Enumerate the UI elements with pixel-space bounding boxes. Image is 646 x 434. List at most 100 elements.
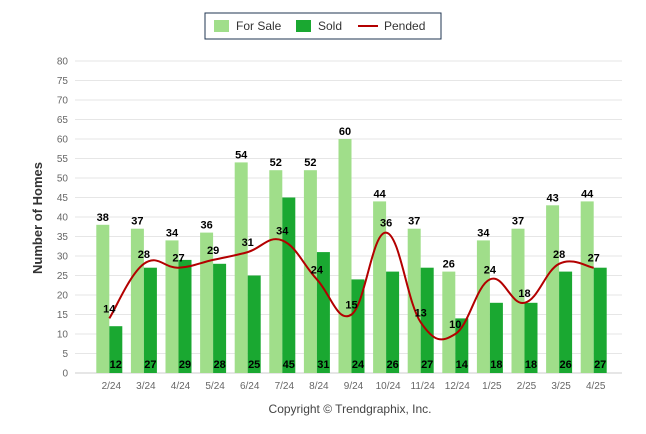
x-tick-label: 4/25 xyxy=(586,381,606,392)
for-sale-bar xyxy=(165,240,179,373)
sold-bar xyxy=(559,271,573,373)
data-labels: 38 12 37 27 34 29 36 28 54 25 52 45 52 31 60 24 44 26 37 27… xyxy=(97,126,607,371)
sold-bar xyxy=(213,263,227,373)
sold-label: 45 xyxy=(283,359,295,371)
sold-bar xyxy=(420,267,434,373)
pended-label: 10 xyxy=(449,319,461,331)
for-sale-label: 37 xyxy=(512,216,524,228)
sold-bar xyxy=(489,302,503,373)
y-tick-label: 30 xyxy=(57,252,69,263)
sold-bar xyxy=(247,275,261,373)
sold-label: 12 xyxy=(110,359,122,371)
sold-label: 14 xyxy=(456,359,469,371)
for-sale-bar xyxy=(130,228,144,373)
x-tick-label: 11/24 xyxy=(411,381,436,392)
pended-label: 24 xyxy=(484,264,497,276)
for-sale-bar xyxy=(338,139,352,373)
y-tick-label: 45 xyxy=(57,193,69,204)
y-tick-label: 70 xyxy=(57,96,69,107)
x-tick-label: 3/24 xyxy=(136,381,156,392)
y-tick-label: 60 xyxy=(57,135,69,146)
sold-bar xyxy=(524,302,538,373)
for-sale-label: 37 xyxy=(408,216,420,228)
sold-label: 26 xyxy=(386,359,398,371)
for-sale-label: 52 xyxy=(304,157,316,169)
sold-label: 27 xyxy=(144,359,156,371)
for-sale-bar xyxy=(476,240,490,373)
y-tick-label: 35 xyxy=(57,232,69,243)
sold-bar xyxy=(109,326,123,373)
sold-bar xyxy=(282,197,296,373)
pended-line-layer xyxy=(108,231,594,341)
for-sale-bar xyxy=(580,201,594,373)
x-tick-label: 2/24 xyxy=(102,381,122,392)
legend-swatch xyxy=(214,20,229,32)
y-tick-label: 55 xyxy=(57,154,69,165)
pended-label: 15 xyxy=(345,300,357,312)
for-sale-label: 60 xyxy=(339,126,351,138)
pended-label: 18 xyxy=(518,288,530,300)
sold-bar xyxy=(143,267,157,373)
pended-label: 28 xyxy=(553,249,565,261)
sold-label: 25 xyxy=(248,359,260,371)
pended-label: 27 xyxy=(588,253,600,265)
sold-label: 24 xyxy=(352,359,365,371)
y-tick-label: 15 xyxy=(57,310,69,321)
pended-label: 34 xyxy=(276,225,289,237)
for-sale-label: 26 xyxy=(443,259,455,271)
bars xyxy=(96,139,607,373)
y-tick-label: 50 xyxy=(57,174,69,185)
for-sale-label: 54 xyxy=(235,149,248,161)
for-sale-label: 37 xyxy=(131,216,143,228)
x-tick-label: 6/24 xyxy=(240,381,260,392)
sold-bar xyxy=(386,271,400,373)
legend: For Sale Sold Pended xyxy=(204,12,442,40)
y-tick-label: 5 xyxy=(62,349,68,360)
for-sale-bar xyxy=(269,170,283,373)
for-sale-label: 52 xyxy=(270,157,282,169)
x-tick-label: 8/24 xyxy=(309,381,329,392)
for-sale-bar xyxy=(234,162,248,373)
sold-label: 27 xyxy=(421,359,433,371)
for-sale-label: 34 xyxy=(477,227,490,239)
y-tick-label: 20 xyxy=(57,291,69,302)
y-tick-label: 65 xyxy=(57,115,69,126)
x-axis-ticks: 2/24 3/24 4/24 5/24 6/24 7/24 8/24 9/24 10/24 11/… xyxy=(102,381,606,392)
legend-label: Sold xyxy=(318,19,342,33)
y-tick-label: 25 xyxy=(57,271,69,282)
sold-label: 31 xyxy=(317,359,329,371)
x-tick-label: 3/25 xyxy=(551,381,571,392)
pended-label: 13 xyxy=(415,307,427,319)
x-tick-label: 2/25 xyxy=(517,381,537,392)
sold-bar xyxy=(593,267,607,373)
pended-label: 24 xyxy=(311,264,324,276)
x-tick-label: 1/25 xyxy=(482,381,502,392)
sold-label: 26 xyxy=(559,359,571,371)
x-tick-label: 10/24 xyxy=(376,381,401,392)
copyright-text: Copyright © Trendgraphix, Inc. xyxy=(269,402,432,416)
legend-box xyxy=(204,12,442,40)
for-sale-label: 34 xyxy=(166,227,179,239)
y-tick-label: 40 xyxy=(57,213,69,224)
y-axis-ticks: 0 5 10 15 20 25 30 35 40 45 50 55 60 65 70 75 80 xyxy=(57,57,69,380)
for-sale-label: 43 xyxy=(546,192,558,204)
sold-label: 18 xyxy=(525,359,537,371)
pended-label: 27 xyxy=(172,253,184,265)
x-tick-label: 9/24 xyxy=(344,381,364,392)
sold-bar xyxy=(178,259,192,373)
y-axis-title: Number of Homes xyxy=(30,162,45,274)
legend-label: Pended xyxy=(384,19,425,33)
sold-label: 18 xyxy=(490,359,502,371)
for-sale-bar xyxy=(407,228,421,373)
x-tick-label: 5/24 xyxy=(205,381,225,392)
for-sale-label: 38 xyxy=(97,212,109,224)
sold-bar xyxy=(351,279,365,373)
y-tick-label: 75 xyxy=(57,76,69,87)
sold-label: 29 xyxy=(179,359,191,371)
x-tick-label: 4/24 xyxy=(171,381,191,392)
pended-label: 14 xyxy=(103,303,116,315)
for-sale-label: 44 xyxy=(581,188,594,200)
y-tick-label: 80 xyxy=(57,57,69,68)
pended-label: 28 xyxy=(138,249,150,261)
sold-label: 27 xyxy=(594,359,606,371)
